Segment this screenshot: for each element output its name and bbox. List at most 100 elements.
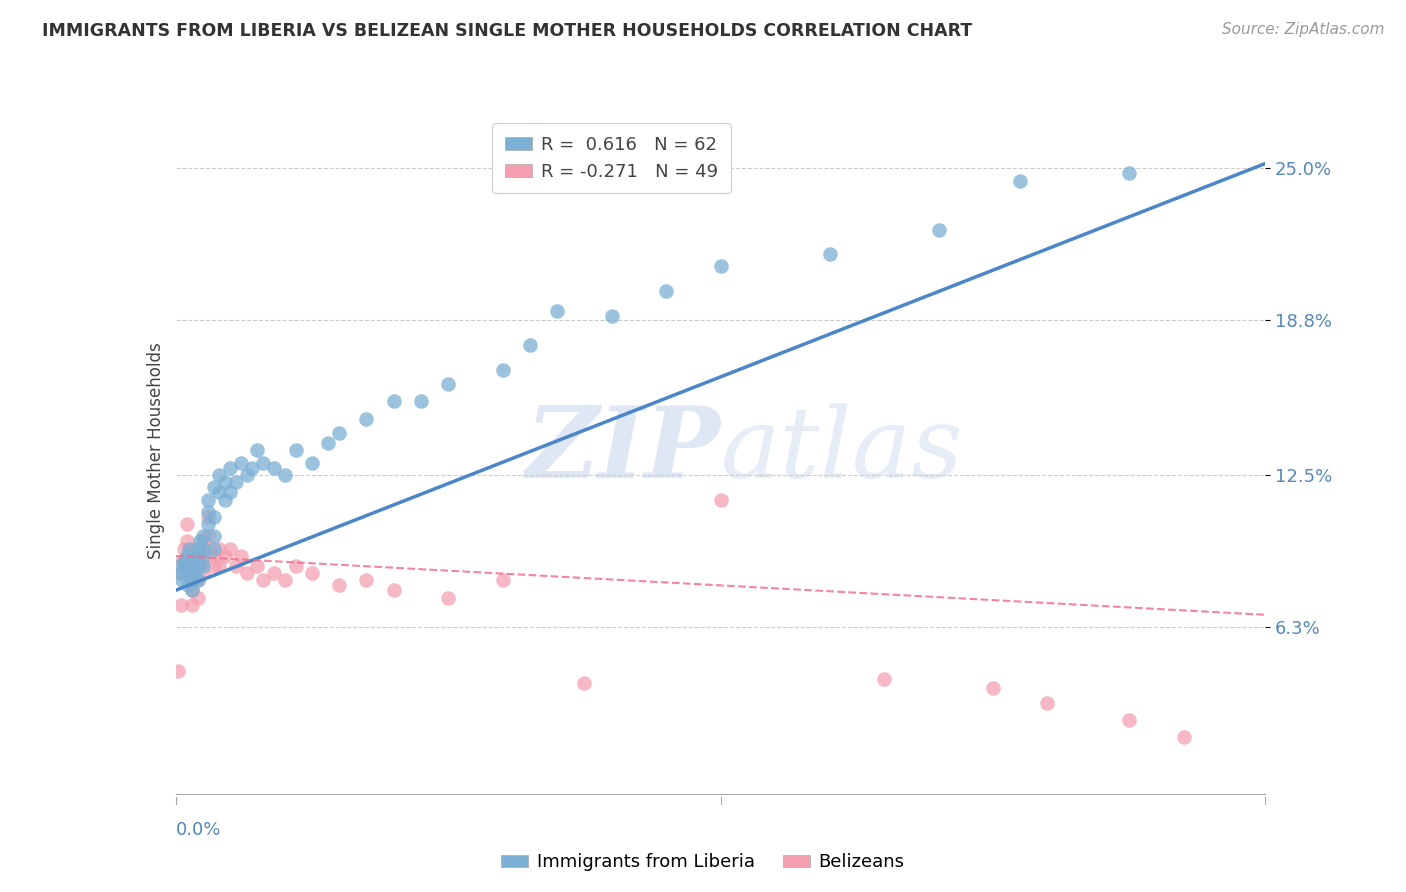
Point bbox=[356, 411, 378, 425]
Text: atlas: atlas bbox=[721, 403, 963, 498]
Point bbox=[225, 475, 247, 490]
Point bbox=[382, 394, 405, 409]
Point bbox=[202, 549, 225, 563]
Point bbox=[928, 222, 950, 236]
Point bbox=[170, 566, 193, 581]
Point bbox=[328, 578, 350, 592]
Point bbox=[710, 492, 733, 507]
Point bbox=[437, 377, 460, 392]
Point bbox=[710, 260, 733, 274]
Point bbox=[981, 681, 1004, 696]
Point bbox=[252, 456, 274, 470]
Point bbox=[197, 492, 219, 507]
Point bbox=[176, 517, 198, 532]
Point bbox=[1173, 731, 1195, 745]
Point bbox=[184, 566, 207, 581]
Point bbox=[263, 566, 285, 581]
Point bbox=[186, 574, 209, 588]
Point bbox=[170, 598, 193, 612]
Point bbox=[252, 574, 274, 588]
Text: Source: ZipAtlas.com: Source: ZipAtlas.com bbox=[1222, 22, 1385, 37]
Point bbox=[181, 554, 204, 568]
Y-axis label: Single Mother Households: Single Mother Households bbox=[146, 343, 165, 558]
Point bbox=[1118, 166, 1140, 180]
Text: 0.0%: 0.0% bbox=[176, 822, 221, 839]
Point bbox=[186, 549, 209, 563]
Point bbox=[197, 541, 219, 556]
Point bbox=[202, 558, 225, 573]
Point bbox=[177, 578, 200, 592]
Point bbox=[284, 558, 307, 573]
Point bbox=[818, 247, 841, 261]
Point bbox=[263, 460, 285, 475]
Point bbox=[186, 541, 209, 556]
Point bbox=[170, 566, 193, 581]
Text: ZIP: ZIP bbox=[526, 402, 721, 499]
Point bbox=[409, 394, 432, 409]
Point bbox=[235, 467, 257, 482]
Point bbox=[186, 558, 209, 573]
Point bbox=[202, 509, 225, 524]
Point bbox=[231, 456, 253, 470]
Point bbox=[1118, 714, 1140, 728]
Point bbox=[197, 505, 219, 519]
Point bbox=[600, 309, 623, 323]
Point bbox=[219, 541, 242, 556]
Point bbox=[174, 558, 197, 573]
Point bbox=[176, 534, 198, 549]
Point bbox=[191, 549, 214, 563]
Point bbox=[186, 558, 209, 573]
Point bbox=[246, 558, 269, 573]
Point bbox=[173, 554, 195, 568]
Point bbox=[176, 558, 198, 573]
Point bbox=[219, 460, 242, 475]
Legend: Immigrants from Liberia, Belizeans: Immigrants from Liberia, Belizeans bbox=[494, 847, 912, 879]
Point bbox=[1036, 696, 1059, 710]
Point bbox=[240, 460, 263, 475]
Point bbox=[172, 574, 194, 588]
Point bbox=[172, 554, 194, 568]
Point bbox=[181, 566, 204, 581]
Point bbox=[546, 303, 568, 318]
Point bbox=[191, 529, 214, 543]
Point bbox=[202, 529, 225, 543]
Point bbox=[301, 566, 323, 581]
Point bbox=[176, 566, 198, 581]
Point bbox=[318, 436, 340, 450]
Point bbox=[208, 558, 231, 573]
Point bbox=[301, 456, 323, 470]
Text: IMMIGRANTS FROM LIBERIA VS BELIZEAN SINGLE MOTHER HOUSEHOLDS CORRELATION CHART: IMMIGRANTS FROM LIBERIA VS BELIZEAN SING… bbox=[42, 22, 973, 40]
Point bbox=[492, 362, 515, 376]
Point bbox=[382, 583, 405, 598]
Point bbox=[202, 480, 225, 494]
Point bbox=[167, 664, 190, 679]
Point bbox=[191, 534, 214, 549]
Point bbox=[1010, 173, 1032, 188]
Point bbox=[197, 509, 219, 524]
Point bbox=[246, 443, 269, 458]
Point bbox=[176, 549, 198, 563]
Point bbox=[492, 574, 515, 588]
Point bbox=[181, 583, 204, 598]
Point bbox=[655, 284, 678, 298]
Point bbox=[186, 541, 209, 556]
Point bbox=[181, 598, 204, 612]
Point bbox=[214, 492, 236, 507]
Point bbox=[173, 541, 195, 556]
Point bbox=[202, 541, 225, 556]
Point bbox=[191, 554, 214, 568]
Point bbox=[873, 672, 896, 686]
Point bbox=[181, 549, 204, 563]
Point bbox=[197, 529, 219, 543]
Point bbox=[181, 583, 204, 598]
Point bbox=[214, 475, 236, 490]
Point bbox=[235, 566, 257, 581]
Point bbox=[186, 574, 209, 588]
Point bbox=[328, 426, 350, 441]
Point bbox=[208, 485, 231, 500]
Point bbox=[208, 467, 231, 482]
Point bbox=[197, 517, 219, 532]
Point bbox=[188, 534, 211, 549]
Point bbox=[181, 574, 204, 588]
Point bbox=[231, 549, 253, 563]
